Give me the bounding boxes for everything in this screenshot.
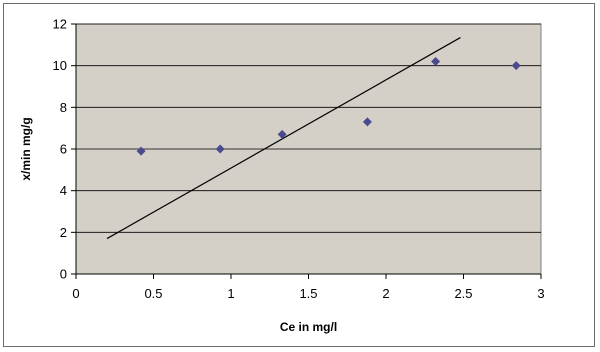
data-point	[277, 129, 287, 139]
x-tick-label: 2	[382, 286, 389, 301]
y-tick-label: 10	[53, 58, 67, 73]
data-point	[215, 144, 225, 154]
data-point	[362, 117, 372, 127]
y-tick-label: 8	[60, 100, 67, 115]
scatter-chart: 0 2 4 6 8 10 12 0 0.5 1 1.5 2 2.5 3 Ce in mg/l x/min …	[19, 17, 545, 335]
y-tick-label: 12	[53, 17, 67, 32]
tick-labels: 0 2 4 6 8 10 12 0 0.5 1 1.5 2 2.5 3	[53, 17, 545, 302]
y-tick-label: 0	[60, 267, 67, 282]
y-tick-label: 2	[60, 225, 67, 240]
x-tick-label: 1	[227, 286, 234, 301]
data-points	[136, 57, 521, 156]
trendline	[106, 37, 461, 240]
gridlines	[76, 23, 541, 233]
x-tick-label: 3	[537, 286, 544, 301]
data-point	[511, 61, 521, 71]
axes	[71, 23, 542, 279]
x-tick-label: 2.5	[454, 286, 472, 301]
data-point	[136, 146, 146, 156]
x-tick-label: 1.5	[299, 286, 317, 301]
x-tick-label: 0	[72, 286, 79, 301]
x-tick-label: 0.5	[144, 286, 162, 301]
y-tick-label: 4	[60, 183, 67, 198]
x-axis-title: Ce in mg/l	[280, 320, 337, 334]
y-tick-label: 6	[60, 142, 67, 157]
chart-frame: 0 2 4 6 8 10 12 0 0.5 1 1.5 2 2.5 3 Ce in mg/l x/min …	[3, 3, 595, 347]
trendline-layer	[106, 37, 461, 240]
y-axis-title: x/min mg/g	[19, 117, 33, 180]
data-point	[431, 57, 441, 66]
